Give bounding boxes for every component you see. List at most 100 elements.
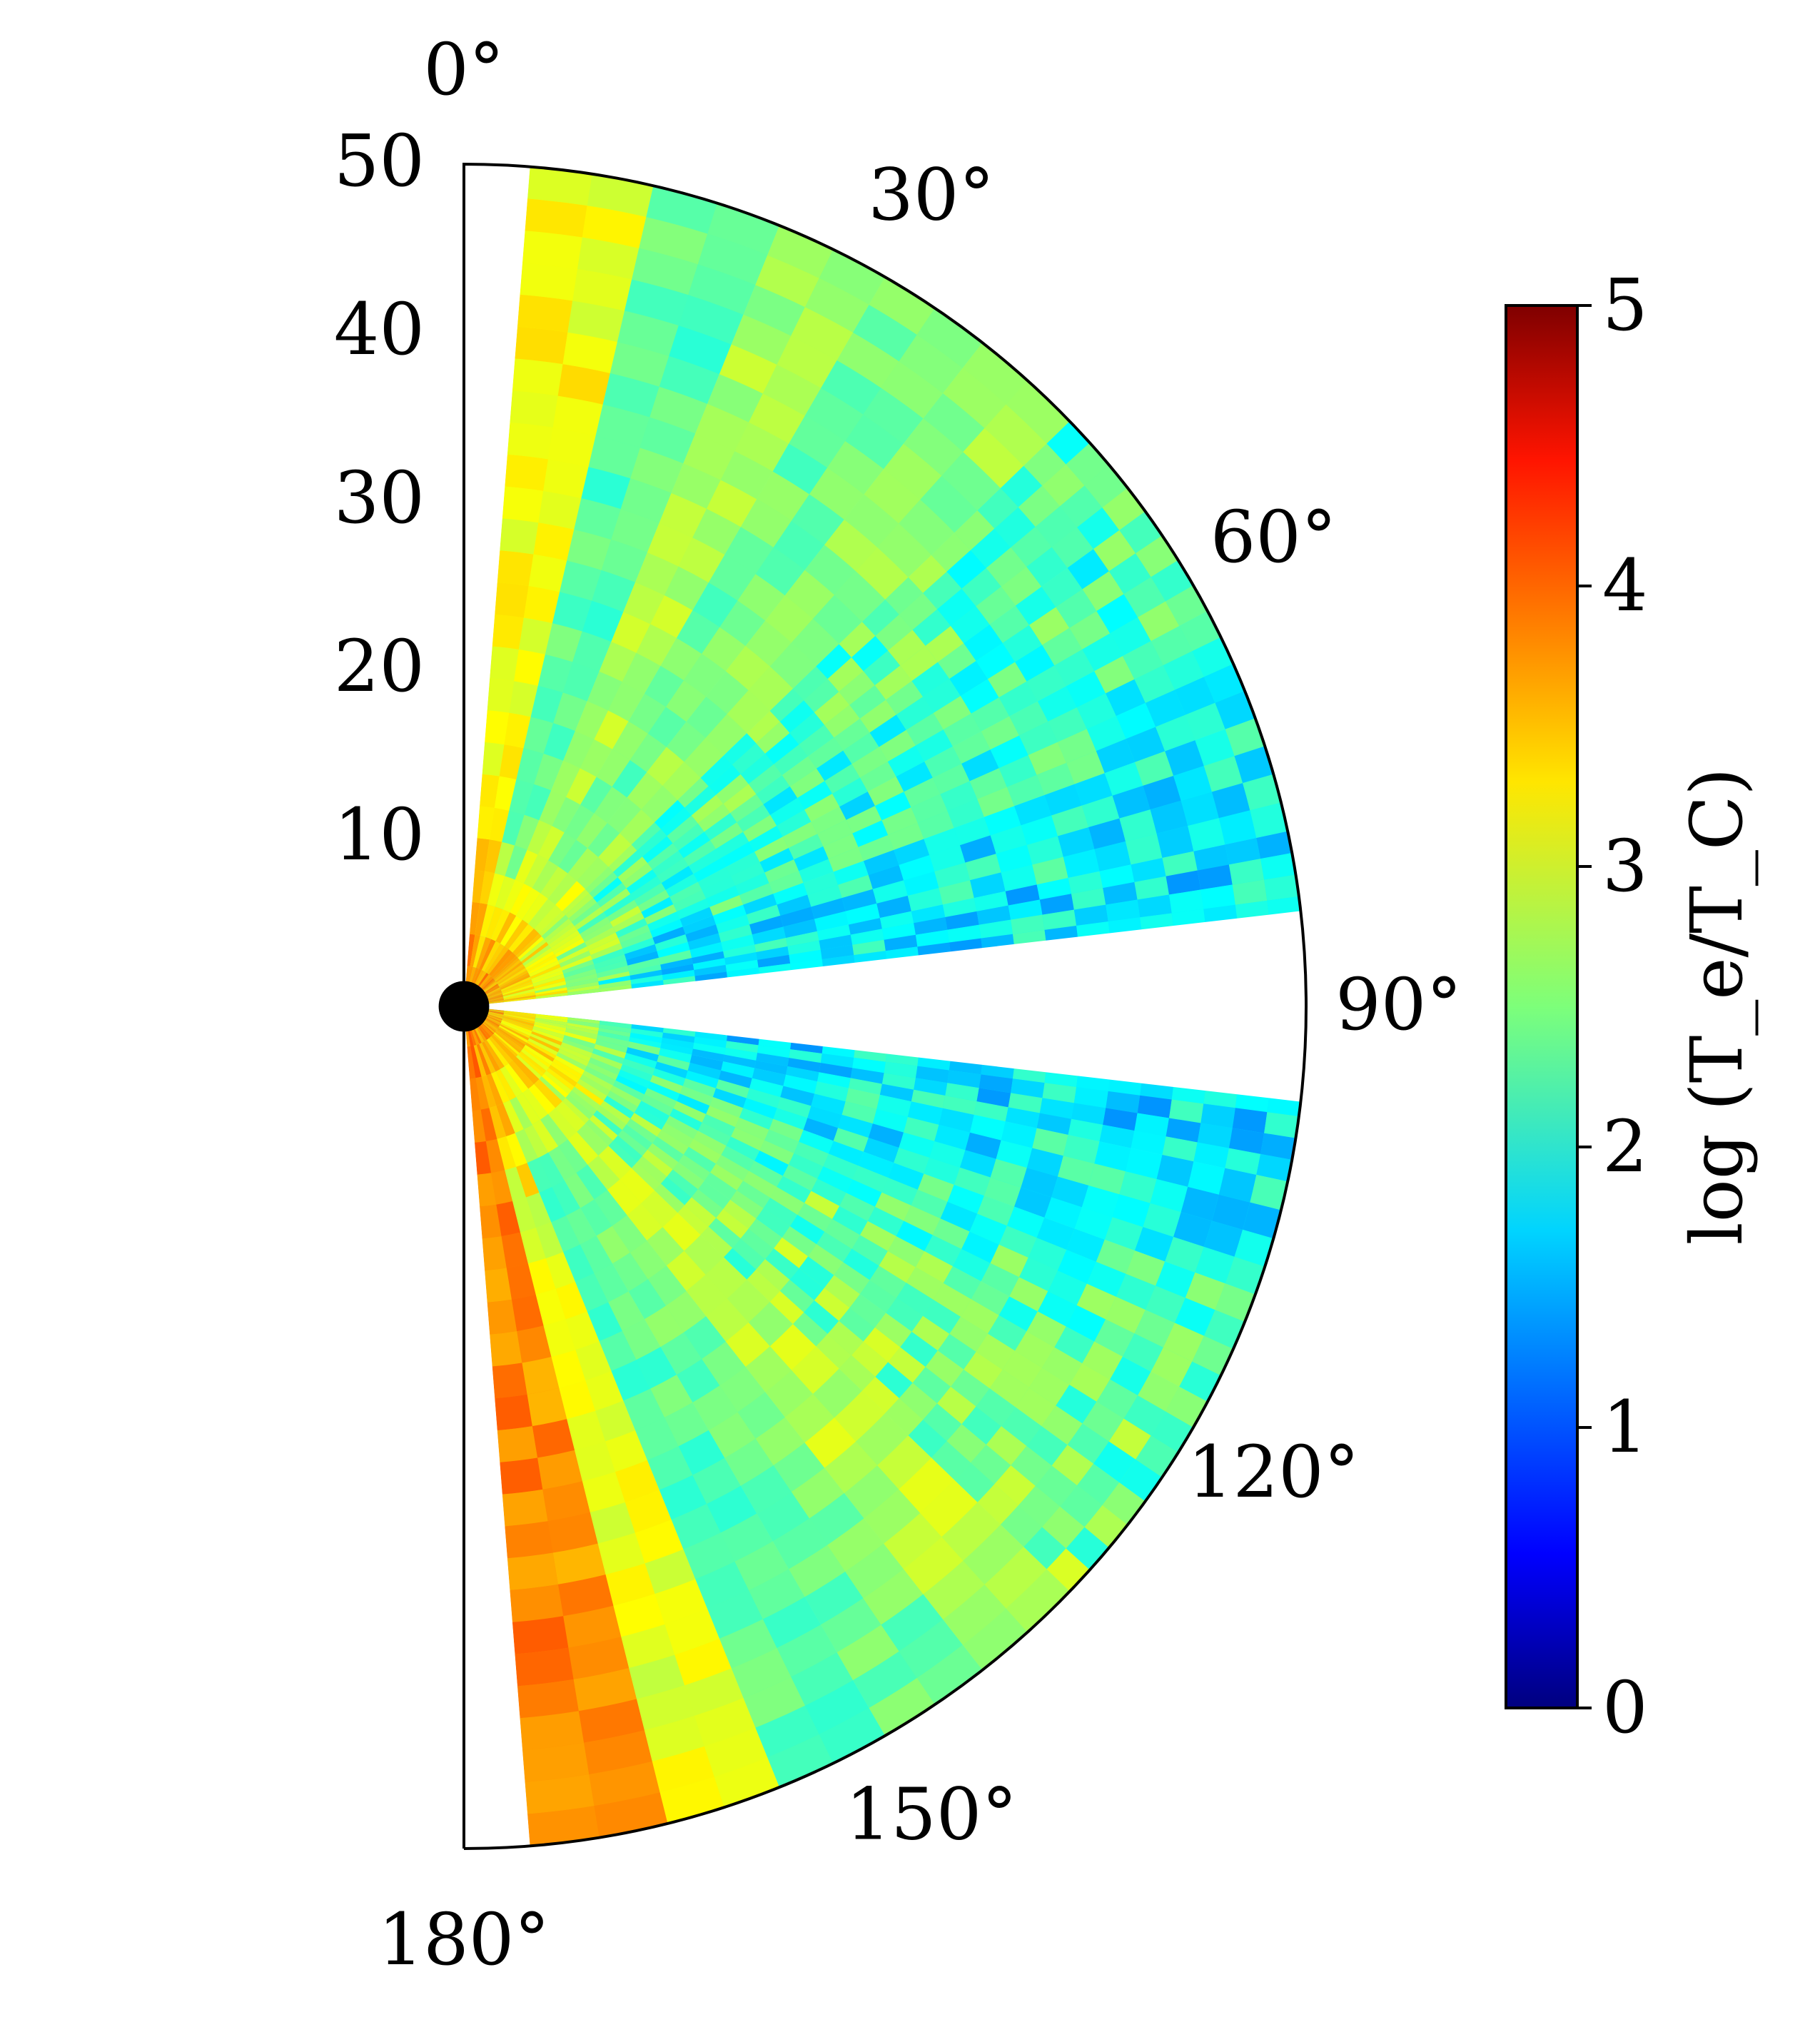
radial-tick-label: 20 bbox=[334, 625, 425, 708]
heatmap-cell bbox=[525, 1042, 555, 1062]
heatmap-cell bbox=[765, 1248, 799, 1280]
heatmap-cell bbox=[1116, 702, 1156, 739]
heatmap-cell bbox=[964, 624, 1003, 662]
heatmap-cell bbox=[490, 646, 519, 682]
heatmap-cell bbox=[969, 1213, 1007, 1245]
heatmap-cell bbox=[473, 1044, 487, 1077]
heatmap-cell bbox=[820, 944, 854, 959]
heatmap-cell bbox=[545, 1252, 575, 1289]
heatmap-cell bbox=[769, 1324, 817, 1370]
heatmap-cell bbox=[839, 1355, 876, 1391]
heatmap-cell bbox=[500, 972, 530, 989]
radial-tick-label: 30 bbox=[334, 456, 425, 540]
heatmap-cell bbox=[593, 877, 622, 903]
heatmap-cell bbox=[863, 650, 901, 686]
heatmap-cell bbox=[708, 555, 756, 601]
heatmap-cell bbox=[543, 459, 589, 499]
heatmap-cell bbox=[567, 1410, 606, 1450]
heatmap-cell bbox=[888, 1163, 924, 1190]
heatmap-cell bbox=[1096, 594, 1138, 634]
heatmap-cell bbox=[607, 797, 642, 834]
heatmap-cell bbox=[1093, 530, 1136, 572]
heatmap-cell bbox=[839, 671, 875, 705]
heatmap-cell bbox=[522, 893, 548, 924]
heatmap-cell bbox=[940, 781, 978, 812]
heatmap-cell bbox=[1009, 701, 1048, 736]
heatmap-cell bbox=[527, 1387, 567, 1427]
heatmap-cell bbox=[1203, 756, 1243, 792]
heatmap-cell bbox=[812, 595, 862, 645]
heatmap-cell bbox=[723, 1200, 757, 1229]
heatmap-cell bbox=[487, 678, 515, 713]
heatmap-cell bbox=[528, 899, 556, 929]
heatmap-cell bbox=[529, 960, 560, 977]
heatmap-cell bbox=[799, 724, 834, 757]
heatmap-cell bbox=[716, 774, 749, 804]
heatmap-cell bbox=[1001, 1121, 1037, 1148]
heatmap-cell bbox=[502, 879, 524, 913]
heatmap-cell bbox=[1156, 826, 1194, 859]
heatmap-cell bbox=[535, 1019, 567, 1028]
heatmap-cell bbox=[535, 1288, 566, 1326]
heatmap-cell bbox=[510, 390, 558, 428]
heatmap-cell bbox=[765, 732, 799, 764]
heatmap-cell bbox=[934, 862, 970, 889]
heatmap-cell bbox=[863, 849, 899, 875]
heatmap-cell bbox=[497, 550, 534, 587]
heatmap-cell bbox=[832, 777, 868, 807]
heatmap-cell bbox=[888, 1347, 926, 1383]
heatmap-cell bbox=[875, 614, 913, 651]
heatmap-cell bbox=[539, 1186, 567, 1223]
heatmap-cell bbox=[924, 828, 960, 856]
heatmap-cell bbox=[518, 617, 552, 654]
heatmap-cell bbox=[510, 1584, 564, 1622]
heatmap-cell bbox=[945, 911, 979, 930]
angular-tick-label: 90° bbox=[1335, 963, 1462, 1046]
heatmap-cell bbox=[642, 836, 673, 864]
heatmap-cell bbox=[598, 975, 631, 986]
heatmap-cell bbox=[888, 823, 924, 850]
heatmap-cell bbox=[650, 595, 693, 638]
heatmap-cell bbox=[1015, 1387, 1056, 1426]
heatmap-cell bbox=[677, 1205, 709, 1235]
heatmap-cell bbox=[789, 768, 825, 799]
heatmap-cell bbox=[916, 1644, 983, 1705]
radial-tick-label: 50 bbox=[334, 119, 425, 203]
heatmap-cell bbox=[1192, 637, 1233, 677]
heatmap-cell bbox=[502, 486, 544, 523]
heatmap-cell bbox=[875, 1362, 913, 1399]
heatmap-cell bbox=[539, 790, 567, 827]
heatmap-cell bbox=[789, 949, 822, 964]
heatmap-cell bbox=[879, 911, 914, 929]
heatmap-cell bbox=[965, 1132, 1001, 1159]
heatmap-cell bbox=[565, 893, 594, 919]
heatmap-cell bbox=[1048, 707, 1087, 742]
heatmap-cell bbox=[715, 1155, 749, 1181]
heatmap-cell bbox=[596, 965, 630, 979]
heatmap-cell bbox=[970, 528, 1011, 568]
heatmap-cell bbox=[1211, 783, 1250, 819]
heatmap-cell bbox=[500, 1457, 543, 1495]
heatmap-cell bbox=[1039, 1098, 1074, 1119]
heatmap-cell bbox=[705, 1257, 747, 1299]
heatmap-cell bbox=[900, 645, 938, 682]
heatmap-cell bbox=[1071, 888, 1106, 910]
heatmap-cell bbox=[773, 1442, 825, 1492]
heatmap-cell bbox=[923, 1300, 961, 1334]
heatmap-cell bbox=[987, 1315, 1027, 1351]
heatmap-cell bbox=[630, 969, 662, 981]
heatmap-cell bbox=[509, 681, 538, 717]
heatmap-cell bbox=[487, 873, 505, 907]
heatmap-cell bbox=[937, 1333, 976, 1370]
heatmap-cell bbox=[971, 697, 1010, 732]
heatmap-cell bbox=[496, 1028, 525, 1049]
heatmap-cell bbox=[1234, 746, 1274, 784]
heatmap-cell bbox=[863, 1138, 899, 1163]
heatmap-cell bbox=[632, 248, 698, 295]
heatmap-cell bbox=[500, 976, 532, 991]
heatmap-cell bbox=[1185, 702, 1225, 741]
heatmap-cell bbox=[662, 1213, 701, 1251]
heatmap-cell bbox=[665, 1290, 707, 1333]
heatmap-cell bbox=[654, 1579, 708, 1624]
heatmap-cell bbox=[689, 942, 724, 959]
